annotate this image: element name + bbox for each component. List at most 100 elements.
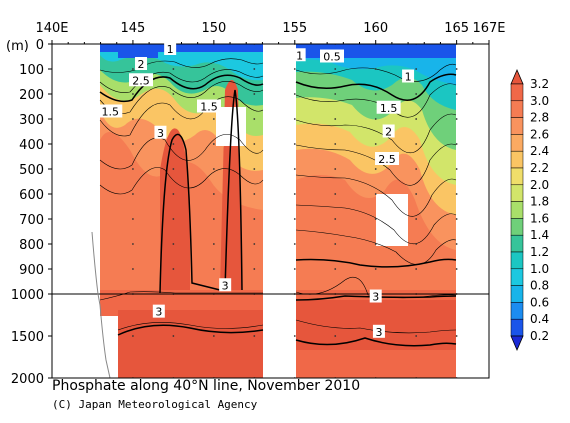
grid-dot (455, 218, 458, 220)
grid-dot (455, 268, 458, 270)
colorbar-tick-label: 1.4 (530, 228, 549, 242)
grid-dot (455, 168, 458, 170)
grid-dot (415, 143, 418, 145)
y-tick-label: 800 (19, 238, 44, 253)
y-tick-label: 400 (19, 138, 44, 153)
colorbar-swatch (510, 184, 524, 202)
grid-dot (253, 268, 256, 270)
y-tick-label: 900 (19, 263, 44, 278)
colorbar-tick-label: 0.4 (530, 312, 549, 326)
contour-label: 0.5 (323, 51, 341, 64)
grid-dot (415, 243, 418, 245)
x-tick-label: 167E (472, 21, 505, 36)
grid-dot (253, 143, 256, 145)
colorbar-swatch (510, 150, 524, 169)
grid-dot (293, 68, 296, 70)
grid-dot (253, 93, 256, 95)
y-tick-label: 2000 (11, 372, 44, 387)
grid-dot (293, 243, 296, 245)
grid-dot (172, 243, 175, 245)
contour-label: 1 (167, 43, 174, 56)
x-tick-label: 150 (201, 21, 226, 36)
grid-dot (293, 218, 296, 220)
phosphate-field (52, 44, 489, 378)
contour-label-bg (98, 104, 123, 118)
grid-dot (455, 118, 458, 120)
no-data-band-155e (263, 44, 296, 378)
y-tick-label: 500 (19, 163, 44, 178)
colorbar-tick-label: 2.8 (530, 111, 549, 125)
colorbar-tick-label: 0.8 (530, 279, 549, 293)
grid-dot (415, 218, 418, 220)
grid-dot (172, 68, 175, 70)
colorbar-swatch (510, 201, 524, 219)
grid-dot (212, 168, 215, 170)
grid-dot (293, 268, 296, 270)
colorbar-extend-top (510, 68, 524, 85)
grid-dot (172, 335, 175, 337)
colorbar-tick-label: 2.4 (530, 144, 549, 158)
contour-label: 1 (405, 71, 412, 84)
contour-label-bg (129, 73, 154, 87)
grid-dot (455, 68, 458, 70)
x-tick-label: 140E (35, 21, 68, 36)
grid-dot (212, 218, 215, 220)
grid-dot (415, 168, 418, 170)
grid-dot (455, 243, 458, 245)
colorbar-swatch (510, 117, 524, 135)
grid-dot (132, 93, 134, 95)
contour-label-bg (219, 278, 232, 292)
credit-line: (C) Japan Meteorological Agency (52, 398, 258, 411)
grid-dot (455, 335, 458, 337)
grid-dot (253, 118, 256, 120)
grid-dot (132, 68, 134, 70)
grid-dot (334, 335, 337, 337)
contour-label: 1 (296, 49, 303, 62)
contour-label-bg (293, 48, 306, 62)
colorbar-swatch (510, 167, 524, 186)
grid-dot (132, 218, 134, 220)
grid-dot (374, 168, 377, 170)
no-data-area-east (456, 44, 489, 378)
y-axis: 0 100 200 300 400 500 600 700 800 900 1000 1500 2000 (11, 38, 52, 387)
grid-dot (334, 193, 337, 195)
grid-dot (293, 168, 296, 170)
x-axis: 140E 145 150 155 160 165 167E (35, 21, 506, 44)
grid-dot (172, 93, 175, 95)
y-tick-label: 1000 (11, 288, 44, 303)
grid-dot (415, 68, 418, 70)
grid-dot (212, 268, 215, 270)
colorbar-tick-label: 2.2 (530, 161, 549, 175)
grid-dot (253, 335, 256, 337)
grid-dot (132, 268, 134, 270)
grid-dot (212, 193, 215, 195)
contour-labels: 1 0.5 1 1 2 2.5 1.5 1.5 1.5 2 2.5 3 3 3 3 3 (98, 42, 415, 339)
grid-dot (253, 218, 256, 220)
colorbar-swatch (510, 318, 524, 337)
grid-dot (132, 118, 134, 120)
grid-dot (212, 243, 215, 245)
colorbar-tick-label: 1.0 (530, 262, 549, 276)
grid-dot (132, 168, 134, 170)
x-tick-label: 165 (444, 21, 469, 36)
grid-dot (334, 93, 337, 95)
contour-label-bg (154, 125, 167, 139)
grid-dot (212, 93, 215, 95)
x-tick-label: 160 (363, 21, 388, 36)
grid-dot (172, 268, 175, 270)
grid-dot (374, 218, 377, 220)
colorbar-tick-label: 1.2 (530, 245, 549, 259)
data-gap-box-160e (376, 194, 408, 246)
contour-label-bg (369, 289, 382, 303)
grid-dot (253, 168, 256, 170)
grid-dot (374, 243, 377, 245)
colorbar-swatch (510, 302, 524, 320)
grid-dot (293, 93, 296, 95)
colorbar-swatch (510, 251, 524, 270)
contour-label: 3 (222, 279, 229, 292)
colorbar-swatch (510, 234, 524, 253)
grid-dot (374, 118, 377, 120)
grid-dot (253, 193, 256, 195)
colorbar-tick-label: 3.0 (530, 94, 549, 108)
y-tick-label: 100 (19, 63, 44, 78)
